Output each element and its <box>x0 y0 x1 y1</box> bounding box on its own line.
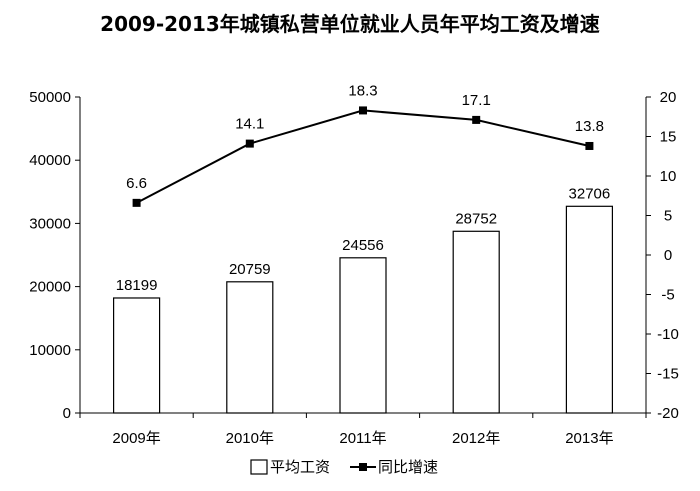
x-tick-label: 2011年 <box>339 430 386 447</box>
right-tick-label: 10 <box>660 168 677 185</box>
growth-line <box>136 109 590 204</box>
bar-data-label: 28752 <box>455 210 497 227</box>
bar <box>112 297 161 414</box>
line-point <box>245 139 254 148</box>
line-point <box>585 141 594 150</box>
line-data-label: 13.8 <box>575 118 604 135</box>
legend-line-label: 同比增速 <box>378 459 438 476</box>
left-tick-label: 0 <box>63 405 71 422</box>
line-point <box>132 198 141 207</box>
legend-bar-swatch <box>250 459 268 475</box>
right-tick-label: 20 <box>660 89 677 106</box>
left-tick-label: 10000 <box>29 342 71 359</box>
line-data-label: 17.1 <box>462 92 491 109</box>
right-tick-label: -20 <box>657 405 679 422</box>
bar-series: 18199 20759 24556 28752 32706 <box>112 185 614 414</box>
bar-data-label: 18199 <box>116 277 158 294</box>
bar-data-label: 24556 <box>342 237 384 254</box>
legend-line-marker <box>359 463 367 471</box>
legend: 平均工资 同比增速 <box>250 459 438 476</box>
x-axis: 2009年 2010年 2011年 2012年 2013年 <box>79 412 647 447</box>
bar <box>226 281 274 414</box>
left-y-axis: 0 10000 20000 30000 40000 50000 <box>29 89 81 422</box>
right-tick-label: -10 <box>657 326 679 343</box>
right-tick-label: 15 <box>660 129 677 146</box>
line-data-label: 6.6 <box>126 175 147 192</box>
bar <box>565 205 614 414</box>
right-tick-label: -15 <box>657 366 679 383</box>
bar <box>339 257 387 414</box>
x-tick-label: 2012年 <box>452 430 500 447</box>
x-tick-label: 2009年 <box>112 430 160 447</box>
right-tick-label: 5 <box>664 208 672 225</box>
line-point <box>472 115 481 124</box>
line-data-label: 18.3 <box>348 82 377 99</box>
line-series: 6.6 14.1 18.3 17.1 13.8 <box>126 82 604 207</box>
x-tick-label: 2010年 <box>226 430 274 447</box>
bar-data-label: 20759 <box>229 261 271 278</box>
left-tick-label: 30000 <box>29 215 71 232</box>
right-tick-label: 0 <box>664 247 672 264</box>
legend-bar-label: 平均工资 <box>270 459 330 476</box>
right-y-axis: -20 -15 -10 -5 0 5 10 15 20 <box>645 89 679 422</box>
bar <box>452 230 500 414</box>
line-point <box>359 106 367 115</box>
chart-title: 2009-2013年城镇私营单位就业人员年平均工资及增速 <box>100 12 600 36</box>
left-tick-label: 40000 <box>29 152 71 169</box>
left-tick-label: 50000 <box>29 89 71 106</box>
left-tick-label: 20000 <box>29 279 71 296</box>
line-data-label: 14.1 <box>235 116 264 133</box>
right-tick-label: -5 <box>661 287 674 304</box>
x-tick-label: 2013年 <box>565 430 613 447</box>
bar-data-label: 32706 <box>569 185 611 202</box>
